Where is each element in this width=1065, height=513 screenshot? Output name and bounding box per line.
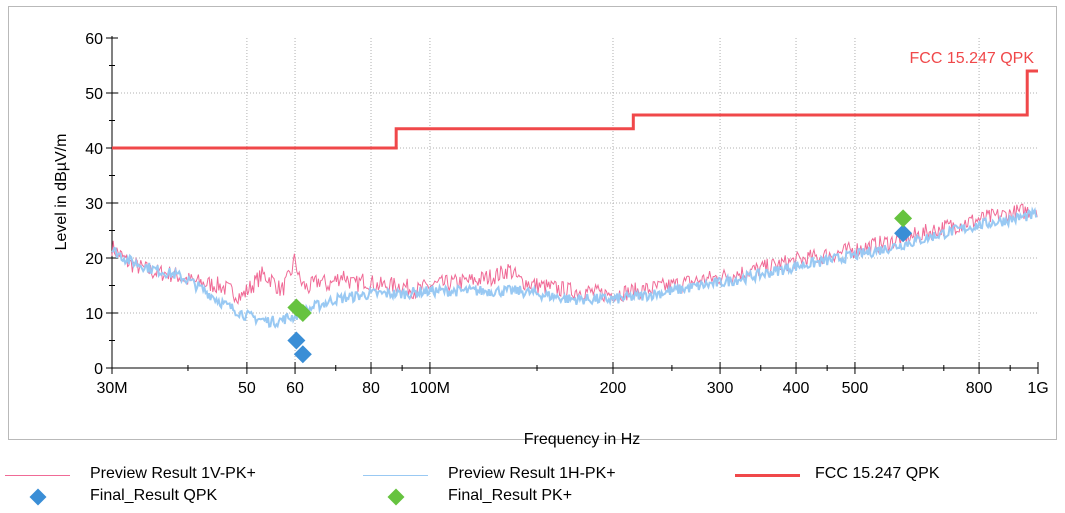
legend-label: Preview Result 1V-PK+ <box>90 465 256 482</box>
x-tick-label: 800 <box>966 380 993 397</box>
legend-label: Final_Result QPK <box>90 487 218 504</box>
legend-swatch <box>363 474 428 476</box>
x-tick-label: 200 <box>600 380 627 397</box>
legend-swatch <box>387 488 405 506</box>
marker-final-result-pk- <box>293 304 312 322</box>
marker-final-result-qpk <box>293 345 312 364</box>
y-tick-label: 60 <box>85 31 103 48</box>
x-axis-title: Frequency in Hz <box>523 431 641 448</box>
y-axis-title: Level in dBµV/m <box>53 133 70 251</box>
marker-final-result-qpk <box>287 331 306 350</box>
y-tick-label: 20 <box>85 251 103 268</box>
x-tick-label: 50 <box>238 380 256 397</box>
y-tick-label: 30 <box>85 196 103 213</box>
marker-final-result-pk- <box>894 209 913 228</box>
series-line-1h-pk <box>111 206 1038 329</box>
x-tick-label: 400 <box>783 380 810 397</box>
plot-svg: 0 10 20 30 40 50 60 30M 50 60 80 100M 200 300 400 500 80… <box>85 31 1048 397</box>
x-tick-label: 30M <box>96 380 127 397</box>
x-tick-label: 500 <box>842 380 869 397</box>
x-tick-label: 100M <box>410 380 450 397</box>
limit-label: FCC 15.247 QPK <box>910 50 1035 67</box>
y-tick-label: 40 <box>85 141 103 158</box>
legend-label: FCC 15.247 QPK <box>815 465 940 482</box>
legend-swatch <box>29 488 47 506</box>
y-tick-label: 10 <box>85 306 103 323</box>
legend-label: Preview Result 1H-PK+ <box>448 465 616 482</box>
x-tick-label: 60 <box>286 380 304 397</box>
legend-swatch <box>735 473 800 477</box>
legend-label: Final_Result PK+ <box>448 487 573 504</box>
x-tick-label: 300 <box>707 380 734 397</box>
x-tick-label: 80 <box>362 380 380 397</box>
legend-swatch <box>5 474 70 476</box>
y-tick-label: 0 <box>94 361 103 378</box>
limit-line-fcc <box>112 69 1038 150</box>
marker-final-result-qpk <box>894 224 913 243</box>
series-line-1v-pk <box>111 203 1038 305</box>
y-tick-label: 50 <box>85 86 103 103</box>
chart-frame: 0 10 20 30 40 50 60 30M 50 60 80 100M 200 300 400 500 80… <box>8 6 1057 448</box>
x-tick-label: 1G <box>1027 380 1048 397</box>
